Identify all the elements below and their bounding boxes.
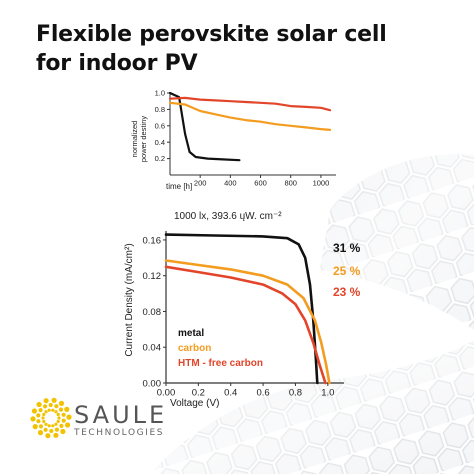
logo-dot xyxy=(44,410,48,414)
saule-logo-icon xyxy=(30,397,72,439)
y-tick-label: 0.08 xyxy=(143,307,162,318)
jv-title: 1000 lx, 393.6 ųW. cm⁻² xyxy=(174,211,282,222)
logo-dot xyxy=(48,402,53,408)
logo-dot xyxy=(58,407,64,412)
series-line-orange xyxy=(168,101,332,131)
logo-dot xyxy=(65,422,71,428)
logo-dot xyxy=(51,397,57,403)
series-line-red xyxy=(168,96,332,112)
x-tick-label: 1.0 xyxy=(321,388,334,399)
title-line-2: for indoor PV xyxy=(36,51,198,76)
series-line-red xyxy=(164,265,327,385)
jv-ylabel: Current Density (mA/cm²) xyxy=(124,243,135,356)
jv-series xyxy=(164,233,331,385)
logo-dot xyxy=(58,400,65,406)
stability-chart: 0.2 0.4 0.6 0.8 1.0 200 400 600 800 1000 normaliz… xyxy=(130,89,336,191)
stability-ylabel-line2: power destiny xyxy=(139,116,148,163)
logo-dot xyxy=(53,432,59,438)
logo-dot xyxy=(56,419,60,424)
annotation-htm-free-efficiency: 23 % xyxy=(333,285,361,299)
logo-dot xyxy=(54,427,59,432)
logo-dot xyxy=(43,404,48,409)
logo-dot xyxy=(51,424,55,428)
x-tick-label: 800 xyxy=(284,179,297,188)
logo-dot xyxy=(54,410,58,414)
legend-carbon: carbon xyxy=(178,343,211,354)
logo-dot xyxy=(59,423,64,428)
stability-xlabel: time [h] xyxy=(166,182,192,191)
stability-series xyxy=(168,91,332,162)
logo-dot xyxy=(37,430,44,436)
logo-dot xyxy=(44,422,48,426)
y-tick-label: 0.2 xyxy=(155,154,165,163)
logo-dot xyxy=(60,428,66,435)
logo-dot xyxy=(54,422,58,426)
logo-dot xyxy=(64,406,70,412)
logo-dot xyxy=(47,408,51,412)
y-tick-label: 0.00 xyxy=(143,378,162,389)
logo-dot xyxy=(43,427,48,432)
logo-dot xyxy=(42,412,46,417)
x-tick-label: 0.4 xyxy=(224,388,237,399)
logo-dot xyxy=(31,408,37,414)
logo-dot xyxy=(61,418,66,423)
logo-dot xyxy=(57,416,61,420)
logo-dot xyxy=(38,424,44,429)
y-tick-label: 1.0 xyxy=(155,89,165,98)
logo-dot xyxy=(42,419,46,424)
logo-dot xyxy=(66,414,72,420)
logo-dot xyxy=(51,408,55,412)
logo-dot xyxy=(45,433,51,439)
y-tick-label: 0.16 xyxy=(143,235,162,246)
logo-dot xyxy=(54,404,59,409)
annotation-metal-efficiency: 31 % xyxy=(333,241,361,255)
logo-dot xyxy=(36,419,41,424)
x-tick-label: 0.8 xyxy=(289,388,302,399)
logo-dot xyxy=(43,398,49,404)
x-tick-label: 600 xyxy=(254,179,267,188)
x-tick-label: 200 xyxy=(194,179,207,188)
logo-dot xyxy=(56,412,60,417)
logo-dot xyxy=(38,408,43,413)
series-line-black xyxy=(164,233,319,385)
stability-ylabel-line1: normalized xyxy=(130,121,139,158)
y-tick-label: 0.04 xyxy=(143,343,162,354)
jv-chart: 0.000.040.080.120.160.00 0.2 0.4 0.6 0.8 1.0 … xyxy=(124,211,361,409)
x-tick-label: 0.2 xyxy=(192,388,205,399)
logo-dot xyxy=(41,416,45,420)
page-title: Flexible perovskite solar cell for indoo… xyxy=(36,20,387,78)
x-tick-label: 1000 xyxy=(313,179,330,188)
x-tick-label: 0.00 xyxy=(157,388,176,399)
x-tick-label: 400 xyxy=(224,179,237,188)
logo-dot xyxy=(49,428,54,434)
annotation-carbon-efficiency: 25 % xyxy=(333,264,361,278)
y-tick-label: 0.4 xyxy=(155,138,165,147)
title-line-1: Flexible perovskite solar cell xyxy=(36,22,387,47)
logo-dot xyxy=(36,413,41,418)
logo-dot xyxy=(30,416,36,422)
logo-dot xyxy=(32,424,38,430)
brand-logo: SAULE TECHNOLOGIES xyxy=(74,402,167,438)
stability-grid-axes: 0.2 0.4 0.6 0.8 1.0 200 400 600 800 1000 xyxy=(155,89,336,188)
y-tick-label: 0.8 xyxy=(155,105,165,114)
jv-axes: 0.00 0.04 0.08 0.12 0.16 0.00 0.2 0.4 0.6 0.8 1.0 xyxy=(143,231,344,399)
series-line-orange xyxy=(164,259,331,385)
y-tick-label: 0.6 xyxy=(155,121,165,130)
y-tick-label: 0.12 xyxy=(143,271,162,282)
legend-metal: metal xyxy=(178,328,204,339)
jv-xlabel: Voltage (V) xyxy=(170,398,219,409)
logo-dot xyxy=(47,424,51,428)
logo-dot xyxy=(36,401,42,408)
x-tick-label: 0.6 xyxy=(256,388,269,399)
legend-htm-free-carbon: HTM - free carbon xyxy=(178,358,263,369)
logo-dot xyxy=(61,412,66,417)
brand-subtitle: TECHNOLOGIES xyxy=(74,428,165,438)
brand-name: SAULE xyxy=(74,401,168,429)
